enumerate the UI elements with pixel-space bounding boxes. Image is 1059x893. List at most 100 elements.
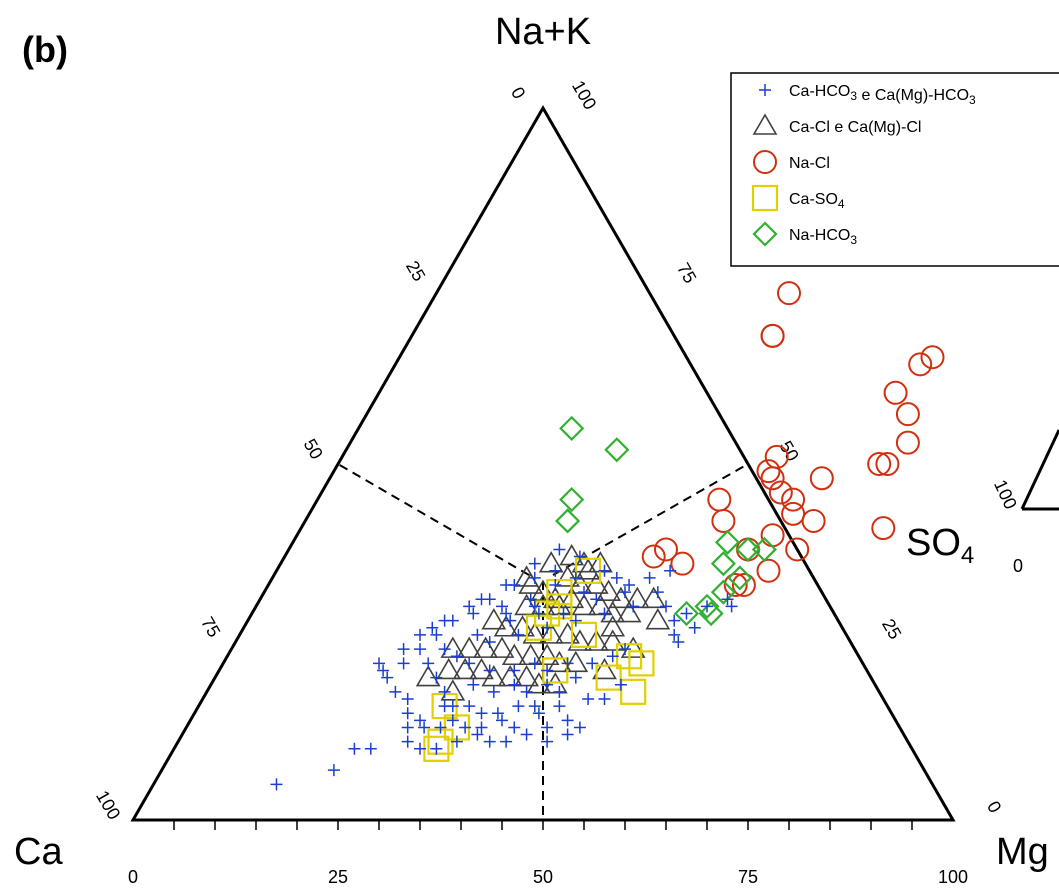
- data-point: [520, 685, 533, 698]
- data-point: [606, 650, 619, 663]
- data-point: [736, 537, 760, 562]
- tick-mark: [911, 748, 918, 758]
- data-point: [401, 735, 414, 748]
- data-point: [348, 742, 361, 755]
- legend-marker: [759, 84, 771, 96]
- data-point: [710, 579, 736, 605]
- data-point: [532, 707, 545, 720]
- data-point: [524, 593, 537, 606]
- data-point: [569, 671, 582, 684]
- data-point: [463, 657, 476, 670]
- data-point: [508, 721, 521, 734]
- data-point: [483, 636, 496, 648]
- tick-label: 50: [776, 437, 803, 464]
- data-point: [586, 657, 599, 670]
- data-point: [582, 692, 595, 705]
- tick-mark: [455, 250, 462, 260]
- tick-label: 75: [673, 259, 700, 286]
- data-point: [467, 607, 480, 620]
- legend-box: [730, 72, 1059, 267]
- data-point: [600, 600, 626, 623]
- data-point: [569, 614, 582, 627]
- data-point: [446, 714, 459, 727]
- tick-label: 100: [92, 787, 124, 823]
- data-point: [714, 529, 741, 555]
- data-point: [487, 685, 500, 698]
- tick-label: 75: [738, 867, 758, 887]
- data-point: [668, 628, 681, 641]
- series-nahco3: [555, 415, 777, 627]
- data-point: [643, 571, 656, 584]
- data-point: [575, 558, 601, 580]
- data-point: [600, 615, 626, 637]
- vertex-label-top: Na+K: [495, 11, 591, 53]
- legend-marker: [753, 150, 777, 174]
- tick-mark: [475, 214, 483, 224]
- data-point: [731, 573, 756, 598]
- data-point: [571, 593, 597, 616]
- data-point: [440, 636, 466, 658]
- data-point: [660, 600, 672, 613]
- data-point: [627, 600, 640, 613]
- data-point: [760, 323, 785, 348]
- data-point: [698, 600, 724, 627]
- data-point: [418, 721, 431, 734]
- data-point: [528, 657, 541, 670]
- data-point: [481, 608, 507, 630]
- legend-label: Ca-SO4: [789, 191, 845, 211]
- data-point: [616, 600, 642, 623]
- second-diagram-fragment: SO4 100 0: [906, 429, 1059, 576]
- data-point: [514, 665, 539, 687]
- tick-mark: [393, 356, 401, 367]
- data-point: [483, 735, 496, 748]
- data-point: [694, 593, 720, 619]
- data-point: [518, 643, 544, 666]
- data-point: [450, 735, 463, 748]
- tick-mark: [250, 606, 257, 616]
- tick-label: 0: [983, 798, 1005, 817]
- data-point: [895, 430, 920, 455]
- data-point: [883, 380, 908, 405]
- tick-mark: [229, 641, 237, 652]
- data-point: [559, 415, 585, 441]
- data-point: [489, 636, 515, 658]
- data-point: [377, 664, 390, 677]
- data-point: [563, 650, 589, 673]
- data-point: [628, 650, 655, 677]
- tick-label: 50: [533, 867, 553, 887]
- tick-mark: [808, 570, 816, 580]
- tick-mark: [931, 784, 939, 794]
- data-point: [471, 728, 484, 741]
- tick-label: 0: [507, 84, 529, 103]
- data-point: [452, 657, 478, 680]
- data-point: [512, 700, 525, 713]
- data-point: [688, 621, 701, 634]
- data-point: [426, 621, 439, 634]
- data-point: [481, 665, 507, 687]
- data-point: [446, 700, 459, 713]
- data-point: [389, 685, 402, 698]
- series-cahco3: [270, 543, 738, 791]
- data-point: [561, 728, 574, 741]
- legend-label: Ca-Cl e Ca(Mg)-Cl: [789, 119, 921, 136]
- data-point: [522, 622, 548, 644]
- data-point: [463, 700, 476, 713]
- data-point: [415, 665, 441, 687]
- panel-label: (b): [22, 29, 68, 70]
- data-point: [373, 657, 385, 670]
- data-point: [549, 579, 562, 592]
- data-point: [541, 721, 554, 734]
- data-point: [450, 650, 463, 663]
- data-point: [501, 643, 527, 666]
- data-point: [397, 657, 410, 670]
- data-point: [500, 579, 513, 592]
- tick-mark: [747, 463, 754, 474]
- data-point: [760, 466, 785, 491]
- data-point: [672, 636, 685, 648]
- data-point: [514, 565, 539, 587]
- data-point: [475, 707, 488, 720]
- data-point: [619, 643, 631, 656]
- data-point: [641, 544, 666, 569]
- data-point: [471, 628, 484, 641]
- data-point: [654, 537, 678, 562]
